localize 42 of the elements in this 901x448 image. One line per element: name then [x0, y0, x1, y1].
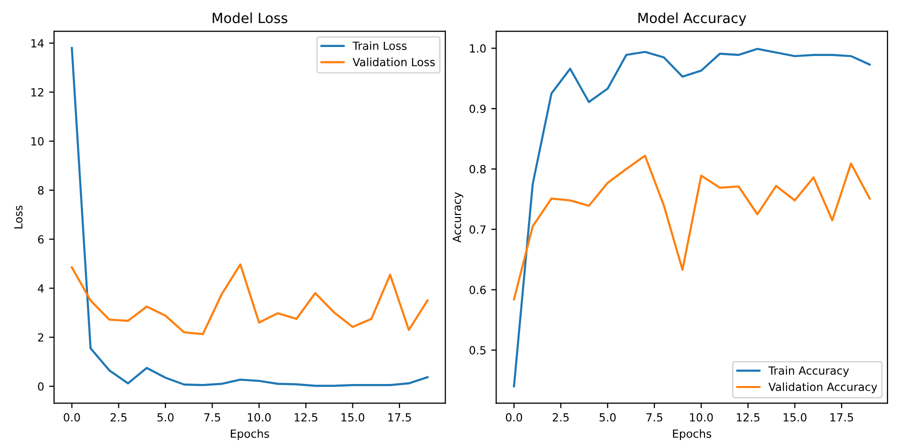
x-tick-label: 0.0 — [506, 413, 522, 422]
y-tick-label: 0.5 — [470, 346, 486, 354]
legend-label: Validation Loss — [352, 58, 435, 66]
chart-title: Model Accuracy — [638, 12, 746, 26]
x-tick-label: 17.5 — [830, 413, 854, 422]
y-tick-label: 0.7 — [470, 225, 486, 234]
y-tick-label: 8 — [38, 186, 44, 195]
y-axis-title: Loss — [14, 206, 22, 228]
y-tick-label: 12 — [31, 88, 44, 96]
line-series — [70, 263, 429, 336]
x-tick-label: 15.0 — [784, 413, 806, 422]
x-tick-label: 0.0 — [64, 413, 80, 422]
y-tick-label: 0 — [38, 382, 44, 391]
chart-title: Model Loss — [212, 12, 288, 24]
x-tick-label: 10.0 — [248, 413, 271, 422]
legend-label: Train Loss — [352, 41, 407, 50]
y-axis-title: Accuracy — [452, 192, 464, 243]
x-tick-label: 12.5 — [294, 413, 318, 422]
y-tick-label: 1.0 — [470, 44, 486, 53]
x-tick-label: 10.0 — [690, 413, 713, 422]
x-tick-label: 5.0 — [600, 413, 616, 422]
x-axis-title: Epochs — [673, 429, 712, 440]
x-tick-label: 7.5 — [204, 413, 220, 422]
y-tick-label: 0.9 — [470, 104, 486, 114]
legend-label: Validation Accuracy — [768, 382, 878, 394]
x-tick-label: 2.5 — [552, 413, 569, 422]
x-tick-label: 2.5 — [110, 413, 127, 422]
x-tick-label: 7.5 — [646, 413, 662, 422]
x-tick-label: 17.5 — [388, 413, 411, 422]
y-tick-label: 6 — [38, 235, 44, 244]
x-axis-title: Epochs — [230, 429, 270, 440]
x-tick-label: 15.0 — [342, 413, 364, 422]
y-tick-label: 2 — [38, 333, 44, 342]
x-tick-label: 12.5 — [736, 413, 760, 422]
line-series — [512, 154, 871, 300]
y-tick-label: 4 — [38, 284, 44, 292]
x-tick-label: 5.0 — [157, 413, 174, 422]
y-tick-label: 0.8 — [470, 164, 486, 174]
legend-label: Train Accuracy — [768, 366, 849, 377]
y-tick-label: 0.6 — [470, 286, 486, 294]
y-tick-label: 10 — [31, 137, 44, 146]
y-tick-label: 14 — [31, 39, 44, 48]
